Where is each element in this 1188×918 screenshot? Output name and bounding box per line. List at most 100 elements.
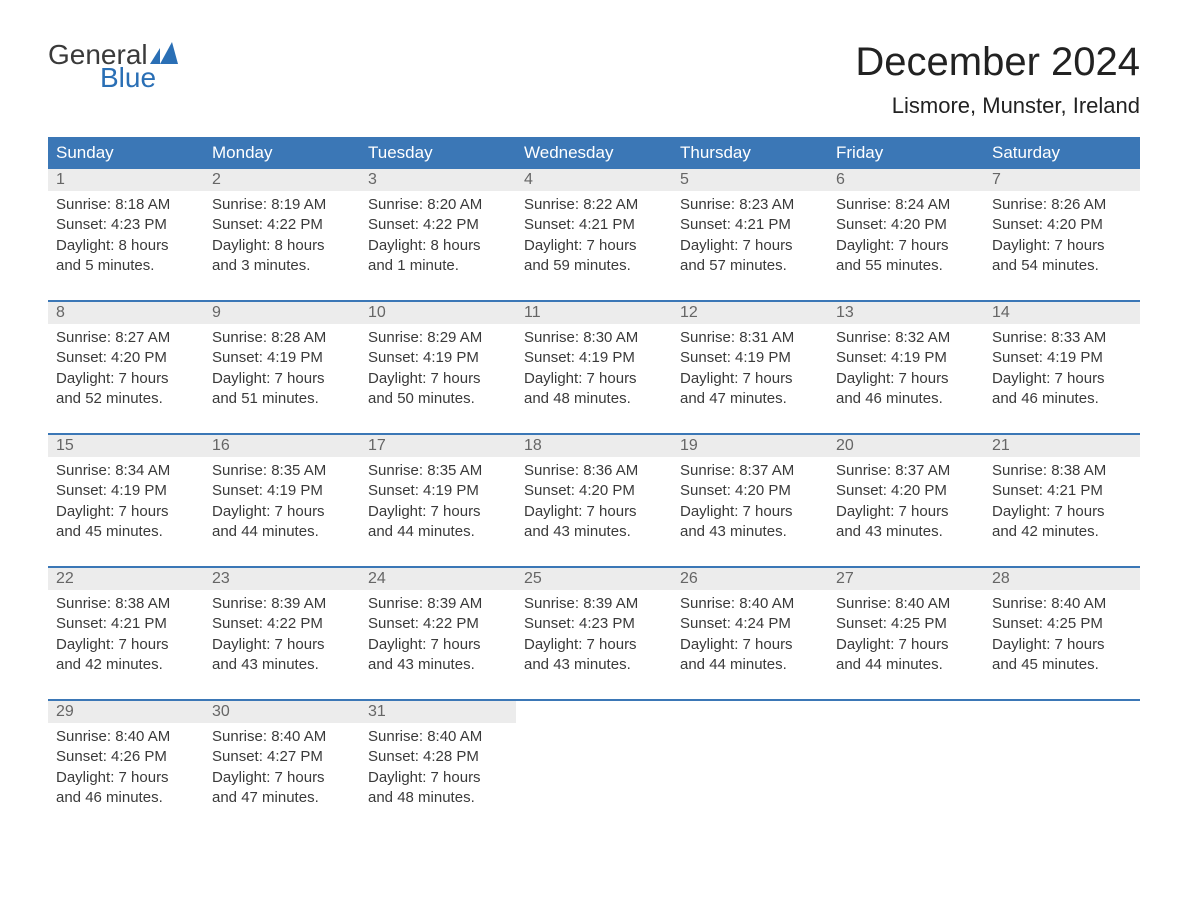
sunset-text: Sunset: 4:22 PM: [212, 215, 352, 235]
sunset-text: Sunset: 4:22 PM: [368, 215, 508, 235]
sunset-text: Sunset: 4:20 PM: [56, 348, 196, 368]
daylight-text-1: Daylight: 7 hours: [368, 768, 508, 788]
day-detail-cell: Sunrise: 8:34 AMSunset: 4:19 PMDaylight:…: [48, 457, 204, 567]
sunrise-text: Sunrise: 8:40 AM: [992, 594, 1132, 614]
daylight-text-1: Daylight: 7 hours: [524, 369, 664, 389]
day-number-cell: 20: [828, 435, 984, 457]
daylight-text-2: and 43 minutes.: [524, 655, 664, 675]
daylight-text-1: Daylight: 7 hours: [992, 369, 1132, 389]
day-detail-cell: [984, 723, 1140, 816]
daylight-text-2: and 43 minutes.: [836, 522, 976, 542]
day-number-cell: 30: [204, 701, 360, 723]
day-number-cell: 22: [48, 568, 204, 590]
daylight-text-2: and 46 minutes.: [56, 788, 196, 808]
day-number-cell: 18: [516, 435, 672, 457]
sunset-text: Sunset: 4:22 PM: [212, 614, 352, 634]
day-number-row: 1234567: [48, 169, 1140, 191]
daylight-text-2: and 48 minutes.: [368, 788, 508, 808]
sunset-text: Sunset: 4:19 PM: [212, 348, 352, 368]
sunset-text: Sunset: 4:26 PM: [56, 747, 196, 767]
daylight-text-2: and 42 minutes.: [992, 522, 1132, 542]
daylight-text-1: Daylight: 7 hours: [524, 635, 664, 655]
page-header: General Blue December 2024 Lismore, Muns…: [48, 40, 1140, 119]
daylight-text-1: Daylight: 7 hours: [680, 502, 820, 522]
daylight-text-1: Daylight: 7 hours: [680, 635, 820, 655]
sunrise-text: Sunrise: 8:38 AM: [56, 594, 196, 614]
day-number-cell: 8: [48, 302, 204, 324]
day-detail-cell: Sunrise: 8:38 AMSunset: 4:21 PMDaylight:…: [984, 457, 1140, 567]
sunrise-text: Sunrise: 8:30 AM: [524, 328, 664, 348]
sunrise-text: Sunrise: 8:28 AM: [212, 328, 352, 348]
daylight-text-2: and 44 minutes.: [368, 522, 508, 542]
day-number-row: 891011121314: [48, 302, 1140, 324]
daylight-text-1: Daylight: 7 hours: [368, 502, 508, 522]
sunrise-text: Sunrise: 8:31 AM: [680, 328, 820, 348]
daylight-text-2: and 47 minutes.: [212, 788, 352, 808]
daylight-text-2: and 48 minutes.: [524, 389, 664, 409]
daylight-text-1: Daylight: 8 hours: [56, 236, 196, 256]
sunset-text: Sunset: 4:20 PM: [680, 481, 820, 501]
day-number-cell: 3: [360, 169, 516, 191]
day-number-cell: [516, 701, 672, 723]
daylight-text-1: Daylight: 7 hours: [680, 236, 820, 256]
day-header: Tuesday: [360, 137, 516, 169]
daylight-text-2: and 46 minutes.: [836, 389, 976, 409]
day-number-cell: 14: [984, 302, 1140, 324]
daylight-text-2: and 45 minutes.: [56, 522, 196, 542]
day-detail-row: Sunrise: 8:40 AMSunset: 4:26 PMDaylight:…: [48, 723, 1140, 816]
day-number-cell: 5: [672, 169, 828, 191]
sunset-text: Sunset: 4:27 PM: [212, 747, 352, 767]
day-number-cell: 10: [360, 302, 516, 324]
sunrise-text: Sunrise: 8:36 AM: [524, 461, 664, 481]
month-title: December 2024: [855, 40, 1140, 85]
daylight-text-2: and 52 minutes.: [56, 389, 196, 409]
day-number-cell: 31: [360, 701, 516, 723]
day-header: Friday: [828, 137, 984, 169]
brand-logo: General Blue: [48, 40, 180, 93]
day-number-cell: 27: [828, 568, 984, 590]
sunset-text: Sunset: 4:21 PM: [992, 481, 1132, 501]
day-detail-cell: Sunrise: 8:40 AMSunset: 4:27 PMDaylight:…: [204, 723, 360, 816]
sunset-text: Sunset: 4:21 PM: [524, 215, 664, 235]
daylight-text-1: Daylight: 7 hours: [368, 369, 508, 389]
sunrise-text: Sunrise: 8:23 AM: [680, 195, 820, 215]
sunset-text: Sunset: 4:23 PM: [56, 215, 196, 235]
day-detail-cell: Sunrise: 8:19 AMSunset: 4:22 PMDaylight:…: [204, 191, 360, 301]
calendar-table: Sunday Monday Tuesday Wednesday Thursday…: [48, 137, 1140, 816]
day-detail-cell: Sunrise: 8:40 AMSunset: 4:25 PMDaylight:…: [828, 590, 984, 700]
day-detail-cell: Sunrise: 8:39 AMSunset: 4:23 PMDaylight:…: [516, 590, 672, 700]
daylight-text-2: and 45 minutes.: [992, 655, 1132, 675]
day-header: Wednesday: [516, 137, 672, 169]
day-number-cell: 21: [984, 435, 1140, 457]
daylight-text-1: Daylight: 7 hours: [56, 502, 196, 522]
day-number-cell: 16: [204, 435, 360, 457]
day-header: Monday: [204, 137, 360, 169]
sunset-text: Sunset: 4:28 PM: [368, 747, 508, 767]
daylight-text-2: and 42 minutes.: [56, 655, 196, 675]
sunset-text: Sunset: 4:19 PM: [56, 481, 196, 501]
day-detail-cell: Sunrise: 8:32 AMSunset: 4:19 PMDaylight:…: [828, 324, 984, 434]
day-number-cell: [984, 701, 1140, 723]
daylight-text-1: Daylight: 7 hours: [212, 768, 352, 788]
day-number-row: 22232425262728: [48, 568, 1140, 590]
sunset-text: Sunset: 4:25 PM: [836, 614, 976, 634]
day-number-cell: 12: [672, 302, 828, 324]
day-detail-cell: Sunrise: 8:29 AMSunset: 4:19 PMDaylight:…: [360, 324, 516, 434]
location-subtitle: Lismore, Munster, Ireland: [855, 93, 1140, 119]
day-detail-cell: Sunrise: 8:35 AMSunset: 4:19 PMDaylight:…: [360, 457, 516, 567]
sunrise-text: Sunrise: 8:38 AM: [992, 461, 1132, 481]
day-detail-cell: [828, 723, 984, 816]
daylight-text-2: and 44 minutes.: [680, 655, 820, 675]
day-number-cell: 17: [360, 435, 516, 457]
day-detail-cell: Sunrise: 8:37 AMSunset: 4:20 PMDaylight:…: [828, 457, 984, 567]
daylight-text-2: and 47 minutes.: [680, 389, 820, 409]
day-number-cell: 19: [672, 435, 828, 457]
day-detail-cell: Sunrise: 8:20 AMSunset: 4:22 PMDaylight:…: [360, 191, 516, 301]
day-detail-cell: [516, 723, 672, 816]
day-detail-cell: Sunrise: 8:27 AMSunset: 4:20 PMDaylight:…: [48, 324, 204, 434]
daylight-text-1: Daylight: 7 hours: [524, 502, 664, 522]
day-detail-cell: Sunrise: 8:40 AMSunset: 4:28 PMDaylight:…: [360, 723, 516, 816]
day-detail-cell: Sunrise: 8:40 AMSunset: 4:26 PMDaylight:…: [48, 723, 204, 816]
day-header: Saturday: [984, 137, 1140, 169]
day-detail-row: Sunrise: 8:38 AMSunset: 4:21 PMDaylight:…: [48, 590, 1140, 700]
